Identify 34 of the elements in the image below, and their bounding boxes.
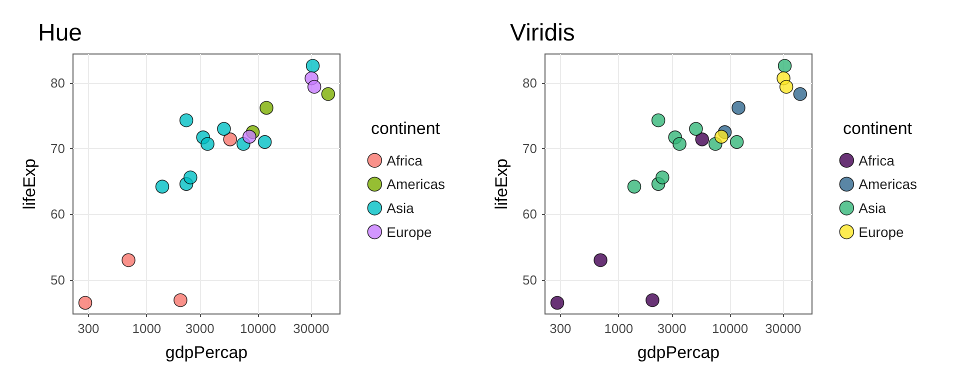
x-axis-title: gdpPercap — [165, 343, 248, 362]
x-tick-label: 3000 — [185, 321, 214, 336]
x-tick-label: 1000 — [604, 321, 634, 336]
legend-label: Africa — [858, 152, 895, 168]
x-axis-title: gdpPercap — [637, 343, 720, 362]
legend-label: Asia — [386, 200, 414, 216]
legend-title: continent — [371, 119, 440, 138]
y-axis-title: lifeExp — [492, 158, 511, 210]
x-tick-label: 3000 — [657, 321, 686, 336]
legend-label: Americas — [858, 176, 918, 192]
legend-label: Americas — [386, 176, 446, 192]
y-axis-title: lifeExp — [20, 158, 39, 210]
x-tick-label: 1000 — [132, 321, 162, 336]
x-tick-label: 10000 — [240, 321, 276, 336]
y-tick-label: 80 — [522, 75, 537, 90]
legend-title: continent — [843, 119, 912, 138]
y-tick-label: 60 — [50, 206, 65, 222]
x-tick-label: 10000 — [712, 321, 748, 336]
legend-label: Europe — [858, 224, 904, 240]
y-tick-label: 60 — [522, 206, 537, 222]
y-tick-label: 50 — [522, 272, 537, 288]
legend-label: Asia — [858, 200, 886, 216]
x-tick-label: 300 — [78, 321, 100, 336]
x-tick-label: 300 — [550, 321, 572, 336]
legend-label: Europe — [386, 224, 432, 240]
x-tick-label: 30000 — [765, 321, 802, 336]
legend-label: Africa — [386, 152, 423, 168]
y-tick-label: 70 — [50, 141, 65, 156]
x-tick-label: 30000 — [293, 321, 330, 336]
y-tick-label: 80 — [50, 75, 65, 90]
y-tick-label: 50 — [50, 272, 65, 288]
chart-title: Hue — [38, 20, 82, 46]
chart-title: Viridis — [510, 20, 575, 46]
y-tick-label: 70 — [522, 141, 537, 156]
